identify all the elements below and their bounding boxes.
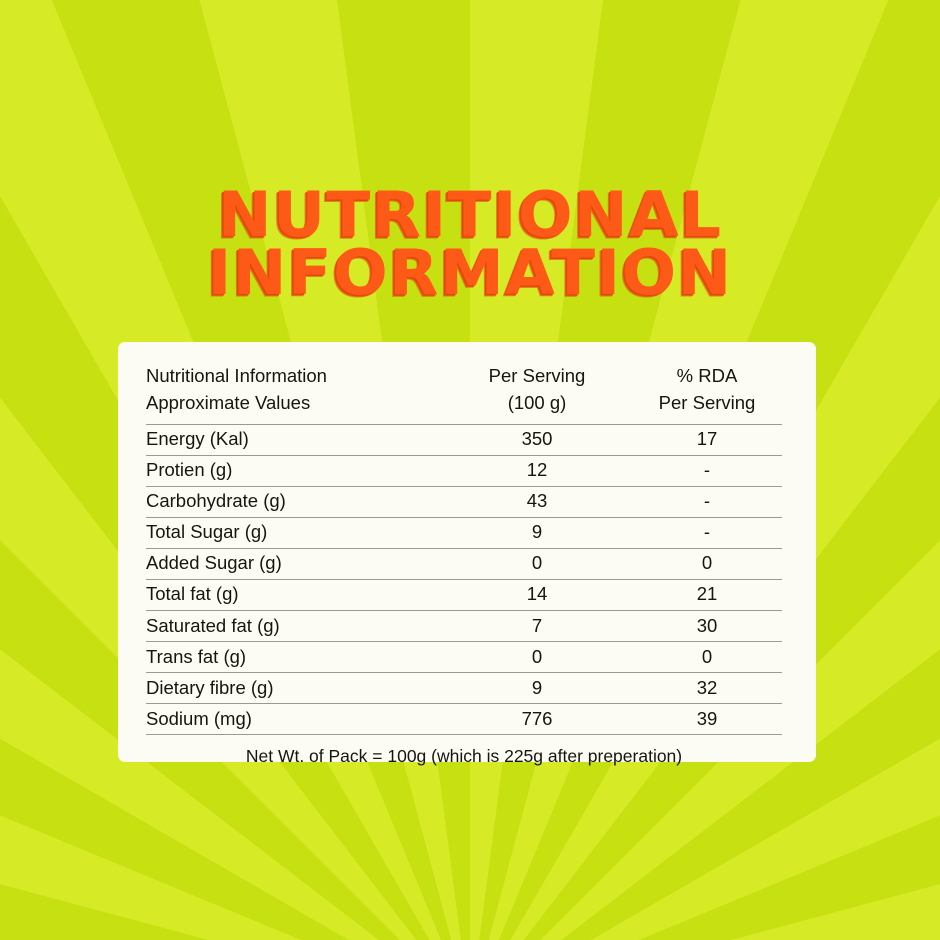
row-rda: 32 bbox=[632, 672, 782, 705]
header-rda-line1: % RDA bbox=[676, 365, 738, 386]
net-weight-note: Net Wt. of Pack = 100g (which is 225g af… bbox=[245, 746, 683, 767]
row-rda: 30 bbox=[632, 610, 782, 643]
row-per-serving: 12 bbox=[442, 455, 632, 487]
page-title: NUTRITIONAL INFORMATION bbox=[0, 178, 940, 310]
row-per-serving: 0 bbox=[442, 548, 632, 580]
row-label: Sodium (mg) bbox=[146, 703, 442, 736]
row-label: Energy (Kal) bbox=[146, 424, 442, 456]
row-label: Total fat (g) bbox=[146, 579, 442, 612]
header-label-line1: Nutritional Information bbox=[146, 365, 327, 386]
row-label: Added Sugar (g) bbox=[146, 548, 442, 580]
table-row: Trans fat (g) 0 0 bbox=[146, 641, 782, 674]
row-per-serving: 350 bbox=[442, 424, 632, 456]
row-rda: 0 bbox=[632, 641, 782, 674]
header-label-line2: Approximate Values bbox=[146, 392, 311, 414]
header-cell-per-serving: Per Serving (100 g) bbox=[442, 362, 632, 425]
table-row: Energy (Kal) 350 17 bbox=[146, 424, 782, 456]
row-label: Trans fat (g) bbox=[146, 641, 442, 674]
header-cell-label: Nutritional Information Approximate Valu… bbox=[146, 362, 442, 425]
nutrition-table-wrapper: Nutritional Information Approximate Valu… bbox=[146, 362, 782, 767]
row-rda: 17 bbox=[632, 424, 782, 456]
row-label: Dietary fibre (g) bbox=[146, 672, 442, 705]
row-per-serving: 7 bbox=[442, 610, 632, 643]
row-per-serving: 14 bbox=[442, 579, 632, 612]
table-row: Saturated fat (g) 7 30 bbox=[146, 610, 782, 643]
table-row: Total Sugar (g) 9 - bbox=[146, 517, 782, 549]
row-label: Saturated fat (g) bbox=[146, 610, 442, 643]
row-label: Protien (g) bbox=[146, 455, 442, 487]
row-per-serving: 0 bbox=[442, 641, 632, 674]
row-rda: - bbox=[632, 455, 782, 487]
row-label: Total Sugar (g) bbox=[146, 517, 442, 549]
row-per-serving: 9 bbox=[442, 672, 632, 705]
table-row: Sodium (mg) 776 39 bbox=[146, 703, 782, 736]
title-line-nutritional: NUTRITIONAL bbox=[217, 178, 723, 251]
row-rda: - bbox=[632, 517, 782, 549]
table-header: Nutritional Information Approximate Valu… bbox=[146, 362, 782, 425]
table-row: Protien (g) 12 - bbox=[146, 455, 782, 487]
header-rda-line2: Per Serving bbox=[658, 392, 756, 414]
nutrition-table: Nutritional Information Approximate Valu… bbox=[146, 362, 782, 736]
row-rda: 21 bbox=[632, 579, 782, 612]
table-row: Dietary fibre (g) 9 32 bbox=[146, 672, 782, 705]
header-cell-rda: % RDA Per Serving bbox=[632, 362, 782, 425]
row-per-serving: 43 bbox=[442, 486, 632, 518]
row-rda: 39 bbox=[632, 703, 782, 736]
header-per-serving-line2: (100 g) bbox=[507, 392, 567, 414]
table-row: Total fat (g) 14 21 bbox=[146, 579, 782, 612]
row-label: Carbohydrate (g) bbox=[146, 486, 442, 518]
row-rda: 0 bbox=[632, 548, 782, 580]
nutrition-card: Nutritional Information Approximate Valu… bbox=[118, 342, 816, 766]
table-row: Carbohydrate (g) 43 - bbox=[146, 486, 782, 518]
row-per-serving: 776 bbox=[442, 703, 632, 736]
row-per-serving: 9 bbox=[442, 517, 632, 549]
row-rda: - bbox=[632, 486, 782, 518]
header-per-serving-line1: Per Serving bbox=[488, 365, 586, 386]
table-row: Added Sugar (g) 0 0 bbox=[146, 548, 782, 580]
title-line-information: INFORMATION bbox=[207, 236, 733, 310]
table-header-row: Nutritional Information Approximate Valu… bbox=[146, 362, 782, 425]
table-body: Energy (Kal) 350 17 Protien (g) 12 - Car… bbox=[146, 424, 782, 736]
